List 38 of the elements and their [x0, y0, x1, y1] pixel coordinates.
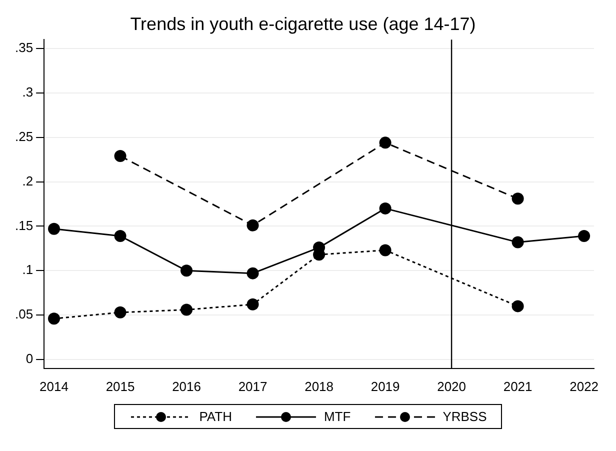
point [246, 298, 259, 310]
point [180, 264, 193, 277]
y-tick-label: 0 [26, 351, 34, 366]
y-tick-label: .25 [14, 128, 34, 144]
point [512, 236, 524, 248]
y-tick-label: .3 [22, 84, 34, 100]
x-tick-label: 2015 [106, 378, 135, 394]
point [512, 192, 524, 205]
legend-label: PATH [199, 409, 232, 424]
point [512, 300, 524, 312]
y-tick-label: .05 [14, 306, 34, 322]
point [114, 230, 126, 242]
point [379, 202, 392, 214]
point [114, 150, 126, 162]
y-tick-label: .35 [14, 40, 34, 56]
point [48, 312, 60, 325]
x-tick-label: 2021 [503, 378, 532, 394]
x-tick-label: 2017 [238, 378, 268, 394]
x-tick-label: 2016 [172, 378, 201, 394]
legend-label: MTF [324, 409, 351, 424]
legend-label: YRBSS [442, 409, 487, 424]
y-tick-label: .2 [22, 173, 34, 188]
y-tick-label: .1 [22, 262, 34, 278]
point [246, 267, 259, 280]
x-tick-label: 2018 [304, 378, 334, 394]
x-tick-label: 2019 [370, 378, 400, 394]
x-tick-label: 2014 [40, 378, 68, 394]
point [578, 230, 590, 242]
point [379, 244, 392, 256]
point [48, 222, 60, 235]
x-tick-label: 2020 [437, 378, 466, 394]
point [246, 219, 259, 232]
point [379, 136, 392, 149]
y-tick-label: .15 [14, 218, 34, 233]
point [114, 306, 126, 318]
point [180, 304, 193, 316]
x-tick-label: 2022 [570, 378, 599, 394]
chart-title: Trends in youth e-cigarette use (age 14-17) [130, 14, 476, 34]
